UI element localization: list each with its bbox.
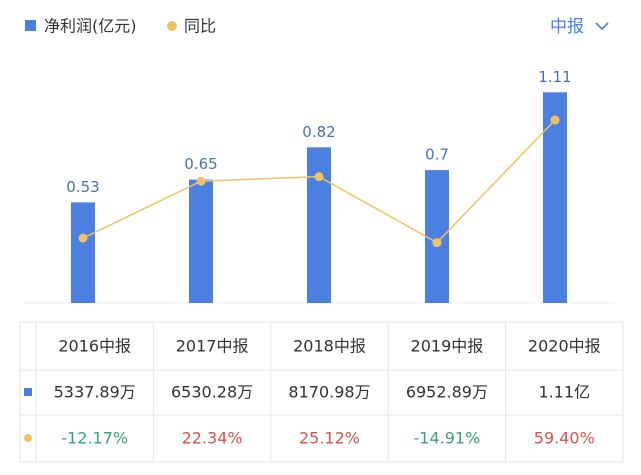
legend-label: 净利润(亿元) (44, 17, 137, 36)
data-label: 0.65 (184, 155, 217, 173)
period-selector[interactable]: 中报 (550, 17, 584, 37)
table-cell: 6530.28万 (171, 383, 253, 402)
table-header: 2018中报 (293, 337, 366, 356)
table-header: 2019中报 (411, 337, 484, 356)
table-cell: 5337.89万 (54, 383, 136, 402)
bar (189, 179, 213, 303)
table-header: 2020中报 (528, 337, 601, 356)
line-point (314, 172, 324, 182)
table-header: 2016中报 (58, 337, 131, 356)
dropdown-arrow[interactable] (595, 22, 609, 31)
table-cell: -12.17% (61, 429, 128, 448)
data-label: 1.11 (538, 68, 571, 86)
line-point (196, 176, 206, 186)
row-marker (24, 434, 32, 442)
table-cell: 59.40% (534, 429, 595, 448)
bar (307, 147, 331, 303)
bar (71, 202, 95, 303)
line-point (78, 233, 88, 243)
table-cell: 22.34% (182, 429, 243, 448)
data-label: 0.82 (302, 123, 335, 141)
data-label: 0.53 (66, 178, 99, 196)
bar (425, 170, 449, 303)
table-cell: 1.11亿 (538, 383, 590, 402)
line-point (550, 115, 560, 125)
data-label: 0.7 (425, 146, 449, 164)
table-cell: 25.12% (299, 429, 360, 448)
table-cell: 6952.89万 (406, 383, 488, 402)
table-cell: 8170.98万 (288, 383, 370, 402)
table-header: 2017中报 (176, 337, 249, 356)
legend-marker (25, 20, 36, 31)
table-cell: -14.91% (414, 429, 481, 448)
line-point (432, 238, 442, 248)
legend-label: 同比 (184, 17, 216, 36)
legend-marker (167, 21, 177, 31)
row-marker (24, 388, 32, 396)
